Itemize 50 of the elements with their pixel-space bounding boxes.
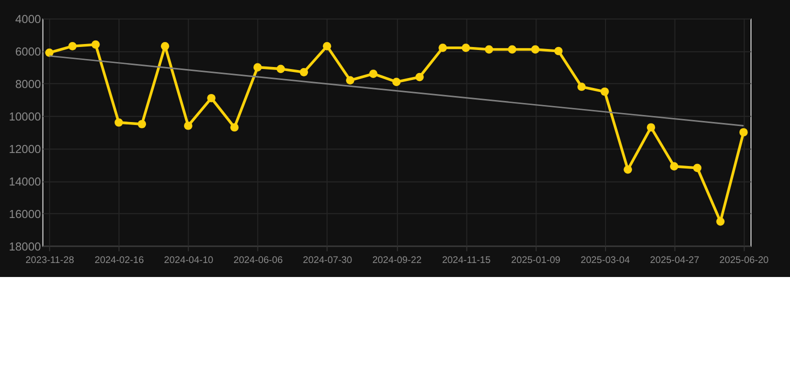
point bbox=[624, 165, 632, 174]
y-tick-label: 4000 bbox=[15, 14, 41, 26]
point bbox=[207, 94, 216, 102]
x-tick-label: 2023-11-28 bbox=[26, 254, 74, 266]
point bbox=[508, 45, 516, 54]
x-tick-label: 2024-04-10 bbox=[164, 254, 214, 266]
point bbox=[91, 40, 100, 49]
point bbox=[716, 217, 725, 226]
point bbox=[322, 42, 332, 50]
point bbox=[646, 123, 656, 132]
x-tick-label: 2025-01-09 bbox=[511, 254, 560, 266]
point bbox=[415, 72, 424, 82]
point bbox=[276, 64, 285, 74]
point bbox=[462, 44, 470, 52]
point bbox=[438, 44, 447, 52]
point bbox=[346, 76, 354, 84]
x-tick-label: 2024-07-30 bbox=[302, 254, 352, 266]
point bbox=[230, 123, 239, 132]
x-tick-label: 2025-03-04 bbox=[580, 254, 630, 266]
point bbox=[114, 118, 123, 127]
point bbox=[484, 45, 494, 54]
y-tick-label: 6000 bbox=[15, 46, 41, 58]
y-tick-label: 8000 bbox=[15, 78, 41, 91]
point bbox=[184, 122, 192, 130]
x-tick-label: 2024-06-06 bbox=[233, 254, 283, 266]
point bbox=[160, 42, 170, 50]
y-tick-label: 16000 bbox=[8, 208, 41, 221]
point bbox=[45, 48, 54, 57]
y-tick-label: 12000 bbox=[8, 144, 41, 156]
point bbox=[138, 120, 146, 128]
point bbox=[554, 46, 563, 56]
x-tick-label: 2024-09-22 bbox=[372, 254, 422, 266]
point bbox=[531, 45, 540, 54]
point bbox=[253, 63, 262, 72]
y-tick-label: 18000 bbox=[8, 241, 41, 254]
x-tick-label: 2025-06-20 bbox=[719, 254, 769, 266]
x-tick-label: 2025-04-27 bbox=[650, 254, 700, 266]
point bbox=[600, 87, 609, 96]
point bbox=[577, 82, 586, 91]
point bbox=[670, 162, 678, 171]
point bbox=[693, 164, 702, 172]
x-tick-label: 2024-11-15 bbox=[442, 254, 491, 266]
y-tick-label: 10000 bbox=[8, 111, 41, 124]
y-tick-label: 14000 bbox=[8, 176, 41, 188]
point bbox=[300, 68, 308, 76]
point bbox=[68, 42, 77, 50]
point bbox=[369, 70, 378, 78]
point bbox=[739, 128, 748, 136]
x-tick-label: 2024-02-16 bbox=[94, 254, 144, 266]
point bbox=[392, 78, 401, 86]
